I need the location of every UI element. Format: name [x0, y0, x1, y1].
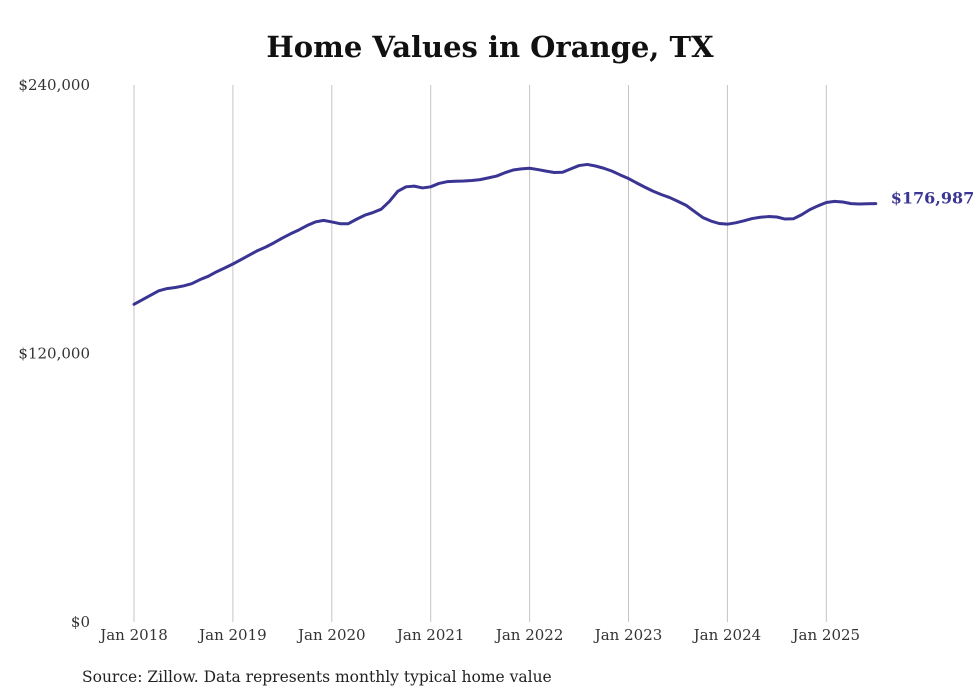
x-tick-label: Jan 2018 [98, 626, 168, 644]
y-tick-label: $0 [71, 613, 90, 631]
chart-title: Home Values in Orange, TX [266, 30, 714, 64]
x-tick-label: Jan 2023 [593, 626, 663, 644]
chart-source-note: Source: Zillow. Data represents monthly … [82, 668, 552, 686]
y-tick-label: $120,000 [18, 345, 90, 363]
x-tick-label: Jan 2019 [197, 626, 267, 644]
x-tick-label: Jan 2025 [791, 626, 861, 644]
x-tick-label: Jan 2024 [692, 626, 762, 644]
x-tick-label: Jan 2021 [395, 626, 465, 644]
x-tick-label: Jan 2020 [296, 626, 366, 644]
x-tick-label: Jan 2022 [494, 626, 564, 644]
end-value-label: $176,987 [891, 189, 975, 208]
y-tick-label: $240,000 [18, 76, 90, 94]
series-line [132, 162, 878, 306]
